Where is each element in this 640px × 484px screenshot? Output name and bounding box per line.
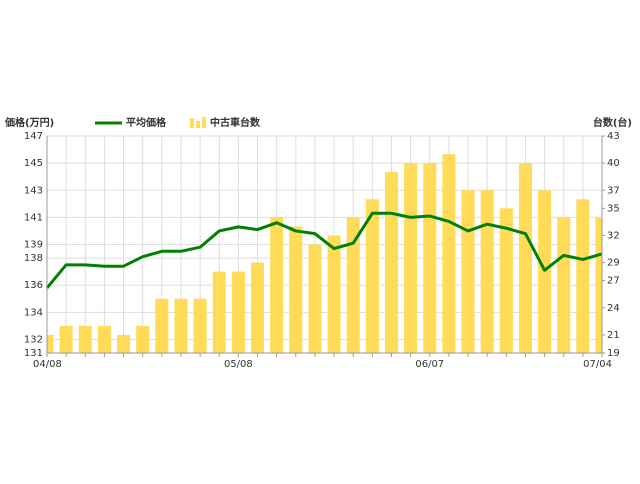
bar bbox=[576, 199, 590, 353]
y2-tick-label: 43 bbox=[607, 131, 620, 142]
bar bbox=[384, 172, 398, 353]
bar bbox=[193, 298, 207, 353]
y-tick-label: 138 bbox=[24, 253, 43, 264]
bar bbox=[270, 217, 284, 353]
y-tick-label: 141 bbox=[24, 212, 43, 223]
y-axis-title: 価格(万円) bbox=[4, 116, 54, 129]
lines bbox=[45, 211, 603, 289]
y-tick-label: 134 bbox=[24, 307, 43, 318]
bar bbox=[423, 163, 437, 353]
y-tick-label: 145 bbox=[24, 158, 43, 169]
bar bbox=[346, 217, 360, 353]
bar bbox=[595, 217, 602, 353]
y-tick-label: 131 bbox=[24, 348, 43, 359]
bar bbox=[155, 298, 169, 353]
bar bbox=[461, 190, 475, 353]
line bbox=[45, 211, 603, 289]
legend-swatch bbox=[196, 121, 200, 128]
bar bbox=[136, 325, 150, 353]
y-tick-label: 143 bbox=[24, 185, 43, 196]
legend: 平均価格 中古車台数 bbox=[95, 116, 261, 129]
bar bbox=[212, 271, 226, 353]
bar bbox=[327, 235, 341, 353]
legend-label: 中古車台数 bbox=[210, 116, 261, 129]
bar bbox=[97, 325, 111, 353]
bar bbox=[59, 325, 73, 353]
legend-swatch bbox=[190, 118, 194, 128]
bar bbox=[365, 199, 379, 353]
bar bbox=[231, 271, 245, 353]
y2-tick-label: 35 bbox=[607, 203, 620, 214]
bar bbox=[308, 244, 322, 353]
y2-axis-title: 台数(台) bbox=[593, 116, 632, 129]
bar bbox=[442, 154, 456, 353]
y2-tick-label: 24 bbox=[607, 303, 620, 314]
axes: 131 132 134 136 138 139 141 143 145 147 19 21 24 27 29… bbox=[24, 131, 620, 370]
bar bbox=[518, 163, 532, 353]
legend-label: 平均価格 bbox=[126, 116, 167, 129]
legend-swatch bbox=[202, 117, 206, 128]
y2-tick-label: 29 bbox=[607, 258, 620, 269]
bar bbox=[480, 190, 494, 353]
x-tick-label: 07/04 bbox=[583, 359, 612, 370]
bar bbox=[289, 226, 303, 353]
y2-tick-label: 21 bbox=[607, 330, 620, 341]
y-tick-label: 136 bbox=[24, 280, 43, 291]
bar bbox=[251, 262, 265, 353]
bar bbox=[174, 298, 188, 353]
y-tick-label: 132 bbox=[24, 334, 43, 345]
y2-tick-label: 27 bbox=[607, 276, 620, 287]
y2-tick-label: 32 bbox=[607, 230, 620, 241]
bar bbox=[499, 208, 513, 353]
bar bbox=[47, 334, 54, 353]
y2-tick-label: 19 bbox=[607, 348, 620, 359]
y2-tick-label: 37 bbox=[607, 185, 620, 196]
bars bbox=[47, 154, 602, 353]
bar bbox=[117, 334, 131, 353]
x-tick-label: 06/07 bbox=[415, 359, 444, 370]
y-tick-label: 147 bbox=[24, 131, 43, 142]
grid bbox=[46, 135, 603, 354]
bar bbox=[78, 325, 92, 353]
bar bbox=[404, 163, 418, 353]
y-tick-label: 139 bbox=[24, 240, 43, 251]
bar bbox=[557, 217, 571, 353]
y2-tick-label: 40 bbox=[607, 158, 620, 169]
x-tick-label: 05/08 bbox=[224, 359, 253, 370]
x-tick-label: 04/08 bbox=[33, 359, 62, 370]
